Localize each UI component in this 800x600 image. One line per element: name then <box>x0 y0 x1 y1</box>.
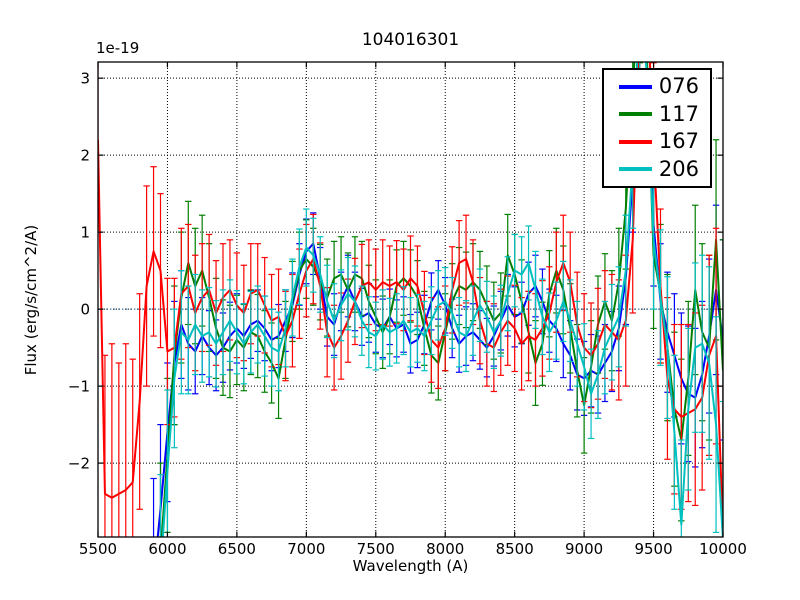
legend-label: 117 <box>658 101 699 126</box>
legend-item: 117 <box>613 101 701 126</box>
legend-line-sample-206 <box>619 167 652 172</box>
x-tick-label: 5500 <box>79 540 117 558</box>
y-tick-label: 2 <box>80 146 90 164</box>
spectrum-line-206 <box>161 62 723 537</box>
x-tick-label: 8500 <box>496 540 534 558</box>
x-tick-label: 9500 <box>634 540 672 558</box>
plot-title: 104016301 <box>361 30 460 50</box>
y-tick-label: −1 <box>68 377 90 395</box>
y-axis-label: Flux (erg/s/cm^2/A) <box>22 224 40 376</box>
legend-label: 167 <box>658 129 699 154</box>
legend-label: 206 <box>658 156 699 181</box>
x-tick-label: 8000 <box>426 540 464 558</box>
x-tick-label: 7000 <box>287 540 325 558</box>
y-tick-label: 0 <box>80 300 90 318</box>
x-tick-label: 6000 <box>148 540 186 558</box>
x-axis-label: Wavelength (A) <box>352 557 469 575</box>
legend-line-sample-167 <box>619 139 652 144</box>
x-tick-label: 10000 <box>699 540 747 558</box>
y-tick-label: 3 <box>80 69 90 87</box>
x-tick-label: 7500 <box>357 540 395 558</box>
legend: 076 117 167 206 <box>602 68 712 188</box>
legend-label: 076 <box>658 74 699 99</box>
x-tick-label: 9000 <box>565 540 603 558</box>
y-tick-label: −2 <box>68 454 90 472</box>
legend-line-sample-076 <box>619 84 652 89</box>
y-axis-offset-text: 1e-19 <box>96 39 140 57</box>
legend-item: 206 <box>613 156 701 181</box>
legend-line-sample-117 <box>619 112 652 117</box>
y-tick-label: 1 <box>80 223 90 241</box>
series-206 <box>157 62 723 537</box>
axes-frame <box>97 61 724 538</box>
legend-item: 167 <box>613 131 701 152</box>
x-tick-label: 6500 <box>218 540 256 558</box>
legend-item: 076 <box>613 76 701 97</box>
